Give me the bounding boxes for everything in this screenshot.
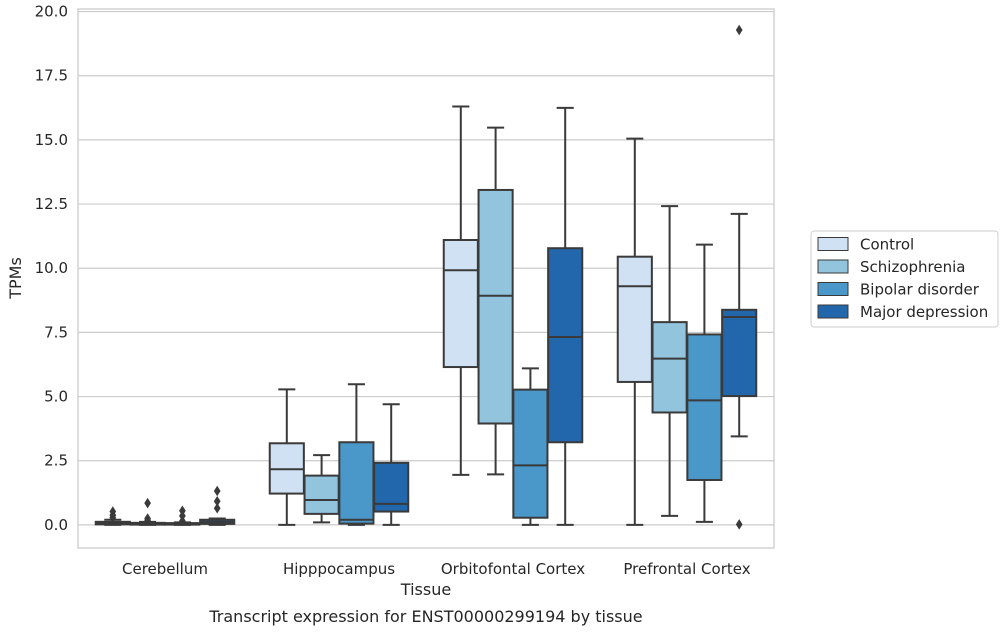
box: [512, 388, 549, 519]
box: [338, 441, 375, 525]
box-group: [373, 403, 410, 526]
outlier-point: [735, 24, 743, 36]
legend-label: Control: [860, 236, 914, 254]
box: [442, 239, 479, 369]
y-axis-title: TPMs: [6, 257, 25, 300]
legend-swatch: [817, 237, 849, 251]
box: [651, 321, 688, 414]
box-group: [477, 126, 514, 476]
x-tick-label: Hipppocampus: [283, 560, 395, 578]
outlier-point: [213, 502, 221, 514]
plot-background: [78, 9, 774, 548]
y-tick-label: 20.0: [35, 3, 68, 21]
x-tick-labels: Cerebellum Hipppocampus Orbitofontal Corte…: [122, 560, 751, 578]
box-group: [199, 485, 236, 526]
x-tick-label: Orbitofontal Cortex: [441, 560, 585, 578]
y-tick-label: 10.0: [35, 259, 68, 277]
legend-label: Schizophrenia: [860, 258, 965, 276]
outlier-point: [213, 496, 221, 507]
legend-label: Bipolar disorder: [860, 281, 980, 299]
x-tick-label: Prefrontal Cortex: [623, 560, 750, 578]
box-group: [686, 243, 723, 523]
box: [686, 333, 723, 481]
outlier-point: [109, 506, 117, 517]
box-group: [442, 105, 479, 476]
box-group: [512, 367, 549, 526]
plot-frame: [77, 8, 775, 549]
box: [303, 474, 340, 515]
box: [721, 308, 758, 398]
boxes: [94, 24, 758, 530]
box-group: [651, 205, 688, 517]
box-group: [547, 106, 584, 526]
y-tick-label: 17.5: [35, 67, 68, 85]
outlier-point: [144, 497, 151, 509]
legend-swatch: [817, 282, 849, 296]
box-group: [721, 24, 758, 530]
box: [477, 188, 514, 425]
box: [547, 247, 584, 444]
x-tick-label: Cerebellum: [122, 560, 208, 578]
x-axis-title: Tissue: [400, 580, 451, 599]
y-tick-label: 5.0: [44, 388, 68, 406]
box-group: [616, 137, 653, 526]
chart-caption: Transcript expression for ENST0000029919…: [208, 607, 642, 626]
outlier-point: [213, 485, 221, 497]
box: [616, 255, 653, 383]
legend: Control Schizophrenia Bipolar disorder Majo…: [810, 230, 999, 328]
box-group: [338, 383, 375, 526]
box-group: [94, 506, 131, 526]
legend-swatch: [817, 304, 849, 319]
y-tick-labels: 0.0 2.5 5.0 7.5 10.0 12.5 15.0 17.5 20.0: [35, 3, 68, 534]
y-tick-label: 12.5: [35, 195, 68, 213]
legend-frame: [810, 230, 999, 328]
legend-label: Major depression: [860, 303, 988, 321]
legend-swatch: [817, 259, 849, 274]
y-tick-label: 7.5: [44, 323, 68, 341]
outlier-point: [179, 505, 186, 517]
outlier-point: [144, 513, 151, 524]
box-group: [268, 388, 305, 526]
outlier-point: [735, 519, 743, 530]
y-tick-label: 2.5: [44, 452, 68, 470]
box-group: [303, 454, 340, 524]
box-group: [129, 497, 166, 526]
y-tick-label: 15.0: [35, 131, 68, 149]
y-tick-label: 0.0: [44, 516, 68, 534]
